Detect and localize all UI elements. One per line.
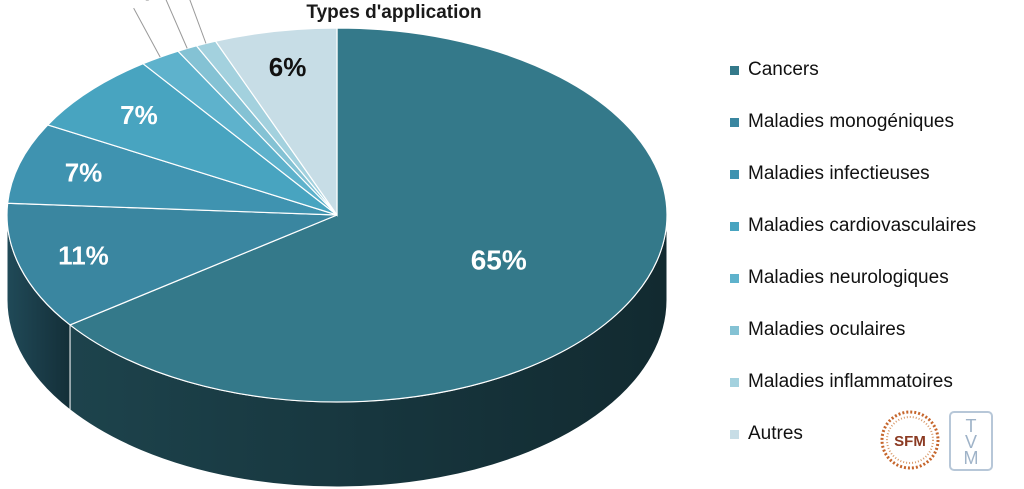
pie-slice: [214, 27, 338, 217]
pie-slice: [6, 124, 338, 216]
svg-text:M: M: [964, 448, 979, 468]
leader-line: [165, 0, 188, 49]
legend-item: Autres: [730, 408, 976, 460]
legend-item: Maladies oculaires: [730, 304, 976, 356]
leader-line: [189, 0, 207, 44]
legend: Cancers Maladies monogéniques Maladies inf…: [730, 44, 976, 460]
legend-item: Cancers: [730, 44, 976, 96]
data-label: 7%: [65, 157, 103, 187]
leader-line: [133, 7, 161, 58]
legend-swatch: [730, 117, 739, 127]
legend-item: Maladies infectieuses: [730, 148, 976, 200]
data-label: 11%: [58, 241, 109, 271]
data-label: 6%: [269, 52, 307, 82]
tvm-logo: T V M: [948, 410, 994, 472]
legend-swatch: [730, 325, 739, 335]
svg-text:V: V: [965, 432, 977, 452]
legend-swatch: [730, 377, 739, 387]
legend-label: Maladies oculaires: [748, 319, 906, 340]
legend-label: Maladies infectieuses: [748, 163, 930, 184]
pie-slice: [6, 202, 338, 326]
svg-text:SFM: SFM: [894, 433, 926, 450]
legend-item: Maladies monogéniques: [730, 96, 976, 148]
legend-label: Cancers: [748, 59, 819, 80]
legend-swatch: [730, 169, 739, 179]
legend-swatch: [730, 221, 739, 231]
sfm-logo: SFM: [880, 410, 940, 470]
legend-item: Maladies neurologiques: [730, 252, 976, 304]
legend-label: Autres: [748, 423, 803, 444]
legend-swatch: [730, 65, 739, 75]
pie-slice: [68, 27, 668, 403]
legend-swatch: [730, 273, 739, 283]
legend-item: Maladies inflammatoires: [730, 356, 976, 408]
legend-label: Maladies cardiovasculaires: [748, 215, 977, 236]
data-label: 2%: [115, 0, 153, 6]
legend-label: Maladies inflammatoires: [748, 371, 953, 392]
svg-text:T: T: [966, 416, 977, 436]
legend-item: Maladies cardiovasculaires: [730, 200, 976, 252]
legend-label: Maladies neurologiques: [748, 267, 949, 288]
data-label: 7%: [120, 100, 158, 130]
chart-title: Types d'application: [306, 2, 482, 23]
pie-chart: 65%11%7%7%2%1%1%6%: [6, 0, 668, 488]
data-label: 65%: [471, 245, 527, 276]
legend-swatch: [730, 429, 739, 439]
pie-slice: [46, 63, 338, 216]
legend-label: Maladies monogéniques: [748, 111, 954, 132]
